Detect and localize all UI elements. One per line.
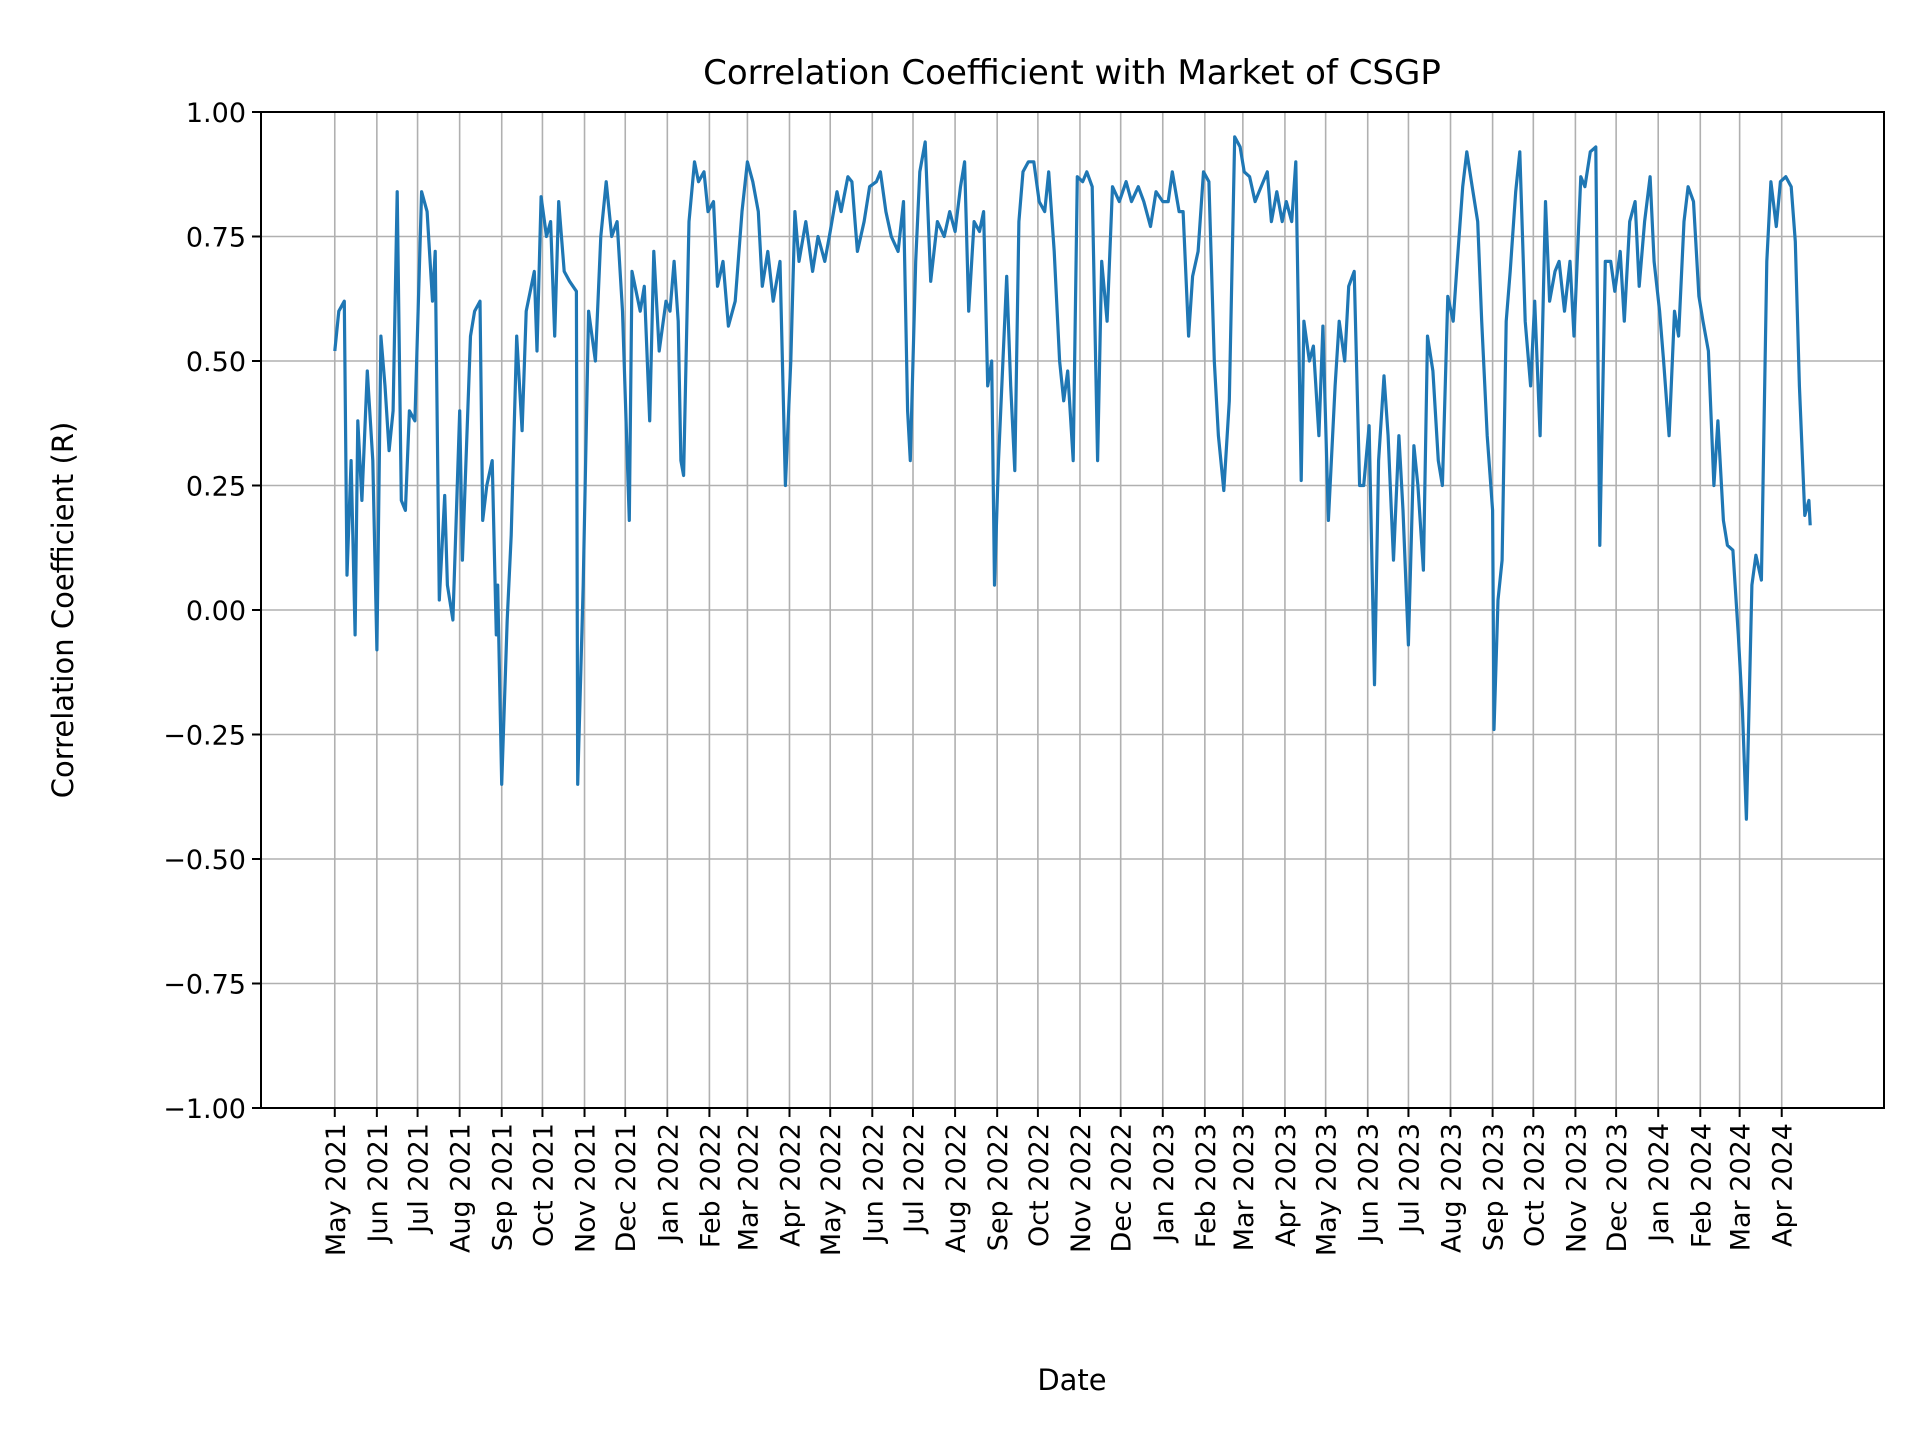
- x-tick-label: Sep 2023: [1479, 1123, 1510, 1251]
- chart-title: Correlation Coefficient with Market of C…: [703, 53, 1441, 93]
- y-tick-label: −0.75: [163, 970, 246, 1001]
- x-tick-label: Jul 2022: [899, 1123, 930, 1235]
- x-tick-label: Nov 2021: [571, 1123, 602, 1253]
- x-tick-label: Feb 2024: [1686, 1123, 1717, 1248]
- x-tick-label: Oct 2021: [528, 1123, 559, 1247]
- x-tick-label: Jan 2023: [1149, 1123, 1180, 1244]
- y-tick-label: 0.25: [186, 472, 246, 503]
- y-axis: −1.00 −0.75 −0.50 −0.25 0.00 0.25 0.50 0.75 1.00: [163, 98, 261, 1125]
- y-tick-label: 0.75: [186, 223, 246, 254]
- x-tick-label: Jan 2022: [653, 1123, 684, 1244]
- x-tick-label: Nov 2023: [1561, 1123, 1592, 1253]
- x-tick-label: Oct 2022: [1024, 1123, 1055, 1247]
- x-tick-label: Aug 2022: [941, 1123, 972, 1253]
- x-tick-label: Jun 2023: [1354, 1123, 1385, 1244]
- x-tick-label: May 2023: [1312, 1123, 1343, 1256]
- x-tick-label: Feb 2022: [695, 1123, 726, 1248]
- x-tick-label: Jun 2021: [363, 1123, 394, 1244]
- x-tick-label: Jun 2022: [858, 1123, 889, 1244]
- y-tick-label: −0.25: [163, 721, 246, 752]
- y-axis-label: Correlation Coefficient (R): [46, 422, 80, 799]
- x-tick-label: Mar 2023: [1229, 1123, 1260, 1251]
- x-tick-label: Nov 2022: [1066, 1123, 1097, 1253]
- correlation-series-line: [333, 135, 1812, 821]
- x-tick-label: Apr 2023: [1271, 1123, 1302, 1247]
- x-tick-label: Mar 2024: [1726, 1123, 1757, 1251]
- x-tick-label: Apr 2024: [1768, 1123, 1799, 1247]
- y-tick-label: 1.00: [186, 98, 246, 129]
- x-tick-label: Oct 2023: [1519, 1123, 1550, 1247]
- x-tick-label: May 2021: [321, 1123, 352, 1256]
- x-tick-label: Sep 2021: [488, 1123, 519, 1251]
- x-tick-label: Aug 2023: [1437, 1123, 1468, 1253]
- x-tick-label: Feb 2023: [1191, 1123, 1222, 1248]
- x-tick-label: Jul 2023: [1394, 1123, 1425, 1235]
- y-tick-label: −0.50: [163, 845, 246, 876]
- x-tick-label: Jul 2021: [404, 1123, 435, 1235]
- x-tick-label: Apr 2022: [775, 1123, 806, 1247]
- x-tick-label: Sep 2022: [983, 1123, 1014, 1251]
- x-tick-label: Jan 2024: [1644, 1123, 1675, 1244]
- x-tick-label: Mar 2022: [733, 1123, 764, 1251]
- x-axis: May 2021 Jun 2021 Jul 2021 Aug 2021 Sep 2021…: [321, 1108, 1799, 1256]
- x-tick-label: Dec 2022: [1107, 1123, 1138, 1253]
- x-tick-label: Aug 2021: [446, 1123, 477, 1253]
- y-tick-label: −1.00: [163, 1094, 246, 1125]
- x-tick-label: Dec 2023: [1602, 1123, 1633, 1253]
- y-tick-label: 0.50: [186, 347, 246, 378]
- x-tick-label: May 2022: [816, 1123, 847, 1256]
- x-axis-label: Date: [1037, 1363, 1106, 1397]
- x-tick-label: Dec 2021: [611, 1123, 642, 1253]
- series-layer: [333, 135, 1812, 821]
- y-tick-label: 0.00: [186, 596, 246, 627]
